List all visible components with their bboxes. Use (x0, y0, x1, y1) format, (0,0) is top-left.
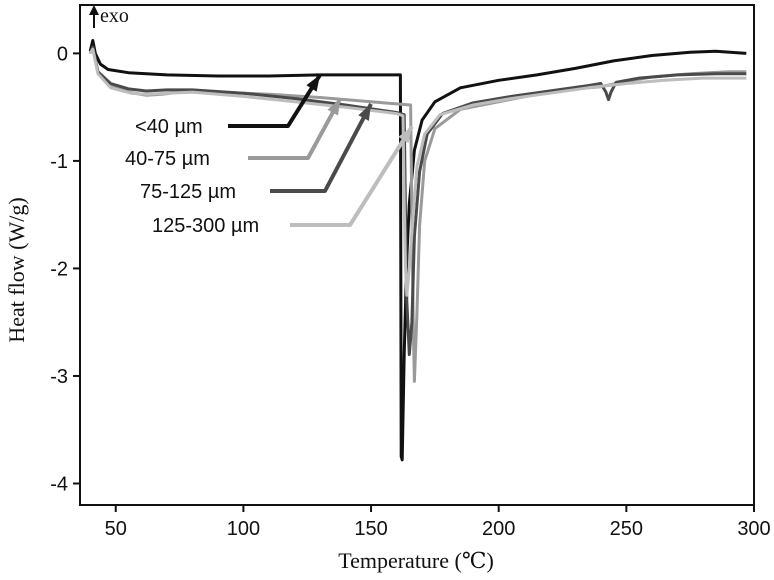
x-tick-label: 300 (737, 518, 770, 540)
exo-arrow-head (89, 5, 99, 15)
annotation-3: 75-125 µm (140, 102, 373, 203)
annotation-leader (228, 73, 322, 128)
annotation-arrowhead (398, 126, 412, 144)
series-line-3 (88, 45, 747, 356)
y-tick-label: -4 (50, 473, 68, 495)
x-tick-label: 250 (610, 518, 643, 540)
annotation-leader (290, 125, 414, 227)
x-tick-label: 100 (227, 518, 260, 540)
exo-marker: exo (89, 5, 129, 28)
x-tick-label: 200 (482, 518, 515, 540)
x-tick-label: 50 (105, 518, 127, 540)
series-line-1 (88, 39, 747, 462)
series-line-4 (88, 47, 747, 297)
y-tick-label: 0 (57, 43, 68, 65)
annotation-leader (248, 97, 343, 160)
annotation-label: <40 µm (135, 116, 203, 138)
annotation-1: <40 µm (135, 73, 322, 138)
plot-frame (79, 4, 755, 506)
annotation-arrowhead (358, 103, 371, 121)
annotation-leader (270, 102, 373, 193)
annotation-arrowhead (327, 98, 341, 116)
series-layer (88, 39, 747, 462)
x-tick-label: 150 (354, 518, 387, 540)
ticks-layer: 50 100 150 200 250 300 0 -1 -2 -3 -4 (50, 43, 770, 540)
y-tick-label: -2 (50, 258, 68, 280)
annotation-label: 75-125 µm (140, 181, 236, 203)
x-axis-title: Temperature (℃) (338, 548, 494, 573)
annotation-4: 125-300 µm (152, 125, 414, 237)
y-axis-title: Heat flow (W/g) (4, 197, 29, 342)
y-tick-label: -3 (50, 366, 68, 388)
exo-label: exo (100, 5, 129, 27)
annotation-label: 40-75 µm (125, 148, 210, 170)
y-tick-label: -1 (50, 151, 68, 173)
annotation-arrowhead (306, 74, 320, 92)
annotation-label: 125-300 µm (152, 215, 259, 237)
annotation-2: 40-75 µm (125, 97, 343, 170)
annotation-layer: <40 µm 40-75 µm 75-125 µm 125-300 µm (125, 73, 414, 237)
